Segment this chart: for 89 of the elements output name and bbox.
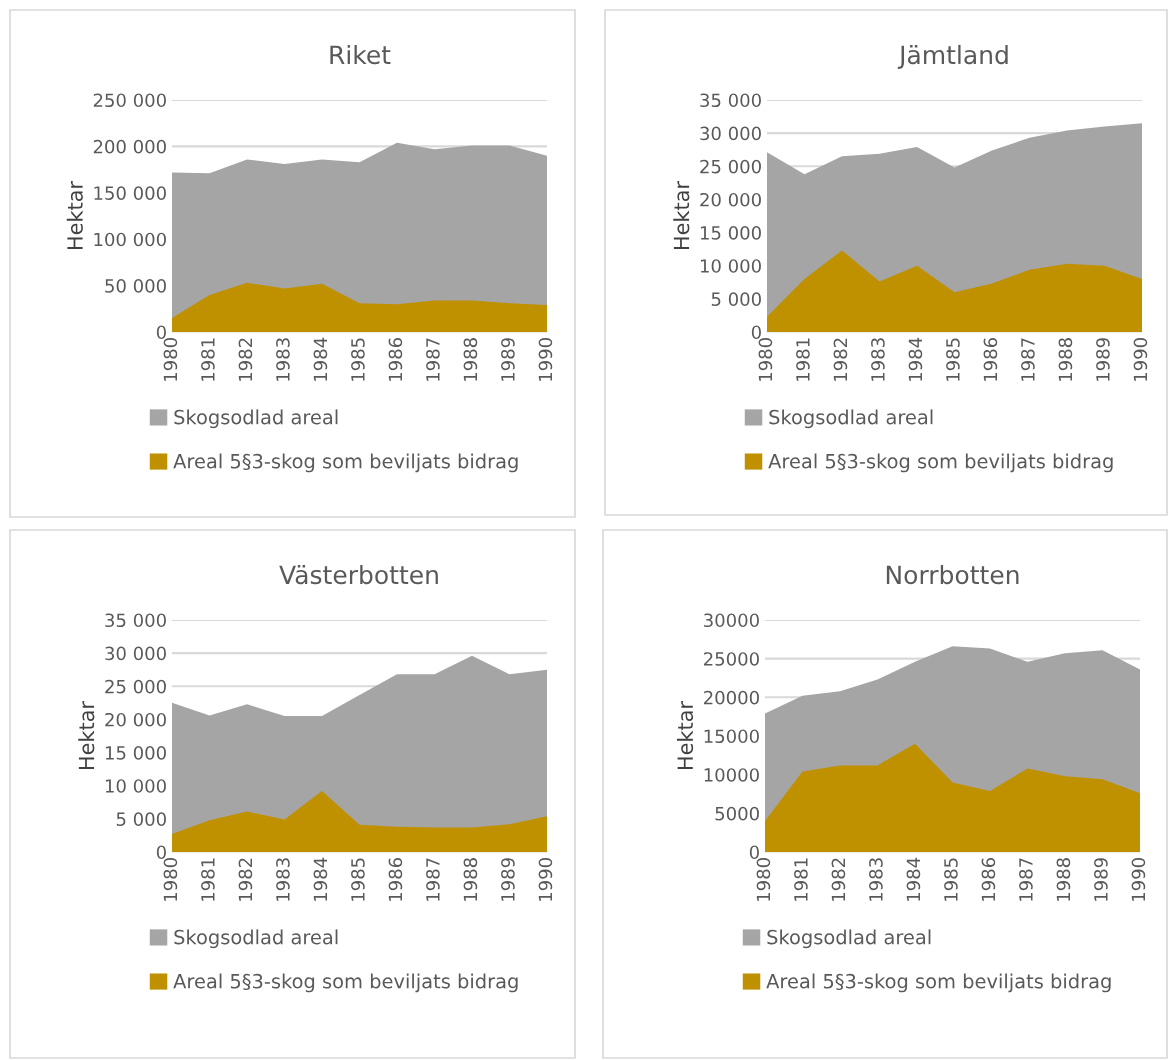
y-tick-label: 5000 bbox=[715, 806, 759, 821]
x-tick-label: 1986 bbox=[388, 338, 403, 381]
x-tick-label: 1981 bbox=[796, 338, 810, 381]
chart-title: Riket bbox=[330, 44, 391, 65]
x-tick-label: 1983 bbox=[869, 858, 883, 901]
x-tick-label: 1980 bbox=[758, 338, 773, 381]
y-tick-label: 20000 bbox=[704, 690, 759, 705]
y-tick-label: 10000 bbox=[704, 768, 759, 782]
y-tick-label: 5 000 bbox=[711, 292, 761, 306]
y-axis-title: Hektar bbox=[676, 700, 694, 769]
x-tick-label: 1986 bbox=[981, 858, 996, 901]
x-tick-label: 1985 bbox=[944, 858, 958, 901]
y-tick-label: 100 000 bbox=[94, 232, 166, 247]
x-tick-label: 1981 bbox=[201, 858, 215, 901]
x-tick-label: 1982 bbox=[831, 858, 846, 901]
y-tick-label: 30000 bbox=[704, 613, 759, 628]
x-tick-label: 1981 bbox=[201, 338, 215, 381]
y-tick-label: 30 000 bbox=[700, 126, 761, 141]
x-tick-label: 1984 bbox=[908, 337, 923, 381]
x-tick-label: 1988 bbox=[1056, 858, 1071, 901]
y-tick-label: 25000 bbox=[704, 652, 759, 666]
x-tick-label: 1981 bbox=[794, 858, 808, 901]
y-tick-label: 5 000 bbox=[116, 812, 166, 826]
y-tick-label: 0 bbox=[156, 845, 166, 860]
y-axis-title: Hektar bbox=[673, 180, 690, 249]
x-tick-label: 1986 bbox=[983, 338, 998, 381]
x-tick-label: 1983 bbox=[871, 338, 885, 381]
y-tick-label: 25 000 bbox=[105, 679, 166, 694]
legend-label: Areal 5§3-skog som beviljats bidrag bbox=[173, 453, 518, 473]
x-tick-label: 1985 bbox=[946, 338, 960, 381]
x-tick-label: 1987 bbox=[426, 858, 440, 901]
x-tick-label: 1984 bbox=[313, 857, 328, 901]
x-tick-label: 1985 bbox=[351, 338, 365, 381]
y-axis-title: Hektar bbox=[66, 180, 83, 249]
x-tick-label: 1987 bbox=[1019, 858, 1033, 901]
y-tick-label: 200 000 bbox=[93, 139, 166, 154]
x-tick-label: 1984 bbox=[906, 857, 921, 901]
y-tick-label: 20 000 bbox=[105, 712, 166, 727]
x-tick-label: 1980 bbox=[163, 338, 178, 381]
x-tick-label: 1990 bbox=[538, 858, 553, 901]
y-tick-label: 15 000 bbox=[105, 746, 166, 760]
x-tick-label: 1983 bbox=[276, 858, 290, 901]
legend-label: Skogsodlad areal bbox=[174, 929, 338, 949]
y-tick-label: 0 bbox=[751, 325, 761, 340]
x-tick-label: 1987 bbox=[1021, 338, 1035, 381]
y-tick-label: 0 bbox=[749, 845, 759, 860]
x-tick-label: 1985 bbox=[351, 858, 365, 901]
x-tick-label: 1990 bbox=[1131, 858, 1146, 901]
y-tick-label: 25 000 bbox=[700, 159, 761, 174]
chart-title: Jämtland bbox=[897, 44, 1008, 69]
legend-label: Skogsodlad areal bbox=[767, 929, 931, 949]
x-tick-label: 1983 bbox=[276, 338, 290, 381]
y-tick-label: 30 000 bbox=[105, 646, 166, 661]
y-tick-label: 150 000 bbox=[94, 186, 166, 200]
y-tick-label: 35 000 bbox=[105, 613, 166, 628]
x-tick-label: 1988 bbox=[463, 338, 478, 381]
y-axis-title: Hektar bbox=[78, 700, 95, 769]
x-tick-label: 1982 bbox=[833, 338, 848, 381]
y-tick-label: 50 000 bbox=[105, 279, 166, 293]
x-tick-label: 1989 bbox=[1094, 858, 1108, 901]
x-tick-label: 1982 bbox=[238, 338, 253, 381]
x-tick-label: 1988 bbox=[1058, 338, 1073, 381]
x-tick-label: 1989 bbox=[501, 858, 515, 901]
legend-label: Areal 5§3-skog som beviljats bidrag bbox=[173, 973, 518, 993]
x-tick-label: 1990 bbox=[1133, 338, 1148, 381]
x-tick-label: 1989 bbox=[501, 338, 515, 381]
chart-title: Västerbotten bbox=[279, 564, 438, 585]
legend-label: Areal 5§3-skog som beviljats bidrag bbox=[768, 453, 1113, 473]
y-tick-label: 250 000 bbox=[93, 93, 166, 108]
x-tick-label: 1984 bbox=[313, 337, 328, 381]
x-tick-label: 1980 bbox=[163, 858, 178, 901]
y-tick-label: 15 000 bbox=[700, 226, 761, 240]
x-tick-label: 1986 bbox=[388, 858, 403, 901]
y-tick-label: 0 bbox=[156, 325, 166, 340]
x-tick-label: 1989 bbox=[1096, 338, 1110, 381]
x-tick-label: 1980 bbox=[756, 858, 771, 901]
y-tick-label: 15000 bbox=[704, 729, 759, 744]
x-tick-label: 1987 bbox=[426, 338, 440, 381]
y-tick-label: 10 000 bbox=[700, 259, 761, 273]
x-tick-label: 1988 bbox=[463, 858, 478, 901]
x-tick-label: 1990 bbox=[538, 338, 553, 381]
x-tick-label: 1982 bbox=[238, 858, 253, 901]
legend-label: Skogsodlad areal bbox=[174, 409, 338, 429]
y-tick-label: 20 000 bbox=[700, 192, 761, 207]
legend-label: Skogsodlad areal bbox=[769, 409, 933, 429]
legend-label: Areal 5§3-skog som beviljats bidrag bbox=[766, 973, 1111, 993]
y-tick-label: 35 000 bbox=[700, 93, 761, 108]
y-tick-label: 10 000 bbox=[105, 779, 166, 793]
chart-title: Norrbotten bbox=[886, 564, 1019, 585]
